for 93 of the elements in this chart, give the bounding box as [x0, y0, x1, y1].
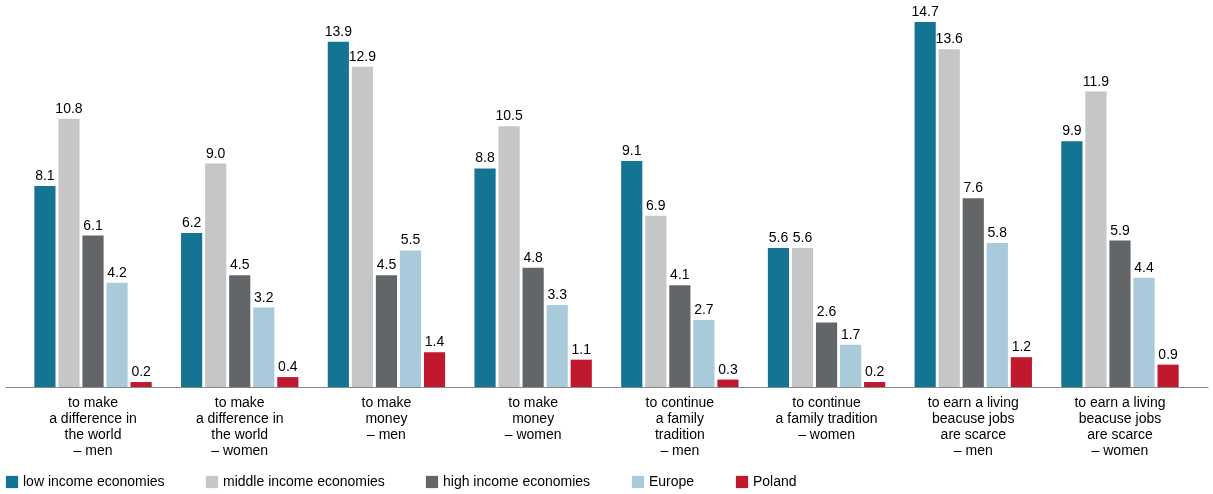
- data-label: 4.5: [230, 256, 250, 273]
- data-label: 0.2: [131, 363, 152, 380]
- bar: [962, 198, 984, 387]
- legend-label: low income economies: [23, 473, 165, 489]
- legend-label: Poland: [753, 473, 797, 489]
- data-label: 5.6: [768, 228, 789, 245]
- bar: [621, 161, 643, 387]
- data-label: 1.4: [424, 333, 445, 350]
- bar: [522, 267, 544, 387]
- data-label: 0.4: [278, 358, 298, 375]
- bar: [375, 275, 398, 387]
- bar: [815, 322, 838, 387]
- data-label: 12.9: [348, 47, 377, 64]
- bar: [423, 352, 446, 387]
- bar: [1133, 277, 1155, 387]
- data-label: 3.3: [547, 286, 568, 303]
- data-label: 13.9: [324, 22, 353, 39]
- bar: [1010, 357, 1032, 387]
- data-label: 4.1: [670, 266, 690, 283]
- bar: [82, 235, 104, 387]
- bar: [791, 247, 814, 387]
- bar: [351, 66, 373, 387]
- x-tick-label: to make money – women: [504, 393, 562, 442]
- bar: [914, 22, 936, 387]
- bar: [229, 275, 251, 387]
- data-label: 10.5: [495, 107, 523, 124]
- data-label: 4.8: [523, 248, 544, 265]
- data-label: 5.9: [1110, 221, 1130, 238]
- data-label: 4.5: [376, 256, 397, 273]
- bar: [399, 250, 422, 387]
- legend-label: Europe: [649, 473, 695, 489]
- data-label: 4.4: [1134, 258, 1154, 275]
- data-label: 7.6: [963, 179, 984, 196]
- bar: [1061, 141, 1083, 387]
- data-label: 0.9: [1158, 345, 1179, 362]
- x-tick-label: to make a difference in the world – women: [195, 393, 284, 458]
- bar: [130, 382, 152, 387]
- data-label: 1.1: [571, 340, 592, 357]
- bar: [717, 379, 739, 387]
- data-label: 4.2: [107, 263, 128, 280]
- x-tick-label: to continue a family tradition – women: [775, 393, 878, 442]
- data-label: 2.6: [816, 303, 837, 320]
- data-label: 9.1: [622, 142, 642, 159]
- data-label: 8.8: [475, 149, 495, 166]
- data-label: 11.9: [1082, 72, 1110, 89]
- bar: [327, 41, 349, 387]
- bar: [205, 163, 227, 387]
- data-label: 9.9: [1062, 122, 1082, 139]
- bar: [1085, 91, 1107, 387]
- x-tick-label: to earn a living beacuse jobs are scarce – women: [1074, 393, 1166, 458]
- data-label: 13.6: [935, 30, 964, 47]
- data-label: 14.7: [911, 3, 939, 19]
- bar: [986, 242, 1008, 387]
- bar: [181, 233, 203, 387]
- x-tick-label: to make money – men: [361, 393, 412, 442]
- bar: [277, 377, 299, 387]
- bar: [767, 247, 790, 387]
- bar: [34, 185, 56, 387]
- data-label: 5.8: [987, 223, 1008, 240]
- data-label: 2.7: [694, 300, 714, 317]
- data-label: 1.7: [840, 325, 861, 342]
- bar: [474, 168, 496, 387]
- bar: [570, 359, 592, 387]
- data-label: 8.1: [35, 166, 55, 183]
- bar: [938, 49, 960, 387]
- data-label: 5.5: [400, 231, 421, 248]
- data-label: 6.9: [646, 196, 666, 213]
- data-label: 6.2: [181, 214, 202, 231]
- bar: [864, 382, 886, 387]
- bar: [645, 215, 667, 387]
- data-label: 9.0: [205, 144, 226, 161]
- data-label: 3.2: [254, 288, 274, 305]
- bar: [669, 285, 691, 387]
- legend-label: high income economies: [443, 473, 591, 489]
- data-label: 5.6: [792, 228, 813, 245]
- x-tick-label: to make a difference in the world – men: [49, 393, 137, 458]
- bar: [840, 344, 862, 387]
- bar: [58, 118, 80, 387]
- bar: [1109, 240, 1131, 387]
- data-label: 0.2: [864, 363, 885, 380]
- x-tick-label: to continue a family tradition – men: [645, 393, 715, 458]
- bar: [253, 307, 275, 387]
- bar: [546, 305, 568, 387]
- bar: [106, 282, 128, 387]
- x-tick-label: to earn a living beacuse jobs are scarce – men: [927, 393, 1019, 458]
- bar: [1157, 364, 1179, 387]
- data-label: 10.8: [55, 99, 83, 116]
- data-label: 6.1: [83, 216, 103, 233]
- data-label: 1.2: [1011, 338, 1032, 355]
- bar: [693, 319, 715, 387]
- data-label: 0.3: [718, 360, 738, 377]
- bar: [498, 126, 520, 387]
- legend-label: middle income economies: [223, 473, 385, 489]
